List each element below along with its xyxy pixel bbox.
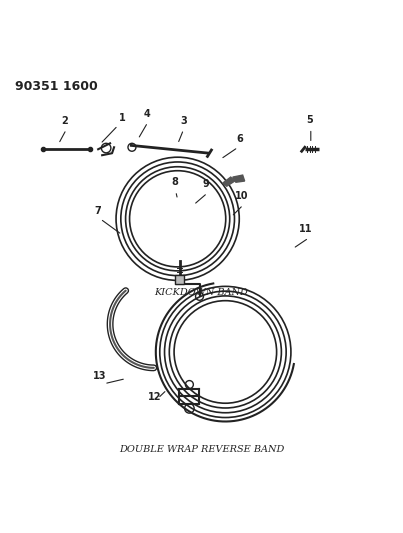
Polygon shape <box>223 177 235 186</box>
Polygon shape <box>233 175 245 182</box>
Text: 1: 1 <box>118 112 125 123</box>
Text: 5: 5 <box>307 115 314 125</box>
Text: 6: 6 <box>236 134 243 144</box>
Text: 12: 12 <box>148 392 162 402</box>
Text: 10: 10 <box>235 191 248 201</box>
Text: DOUBLE WRAP REVERSE BAND: DOUBLE WRAP REVERSE BAND <box>119 445 284 454</box>
Text: 9: 9 <box>203 179 210 189</box>
Polygon shape <box>175 275 185 285</box>
Text: 8: 8 <box>171 177 178 187</box>
Text: 90351 1600: 90351 1600 <box>15 80 98 93</box>
Text: KICKDOWN BAND: KICKDOWN BAND <box>155 288 248 297</box>
Text: 2: 2 <box>61 116 68 126</box>
Text: 7: 7 <box>94 206 101 216</box>
Text: 4: 4 <box>143 109 150 119</box>
Text: 13: 13 <box>93 370 107 381</box>
Text: 11: 11 <box>299 224 313 234</box>
Text: 3: 3 <box>180 116 187 126</box>
